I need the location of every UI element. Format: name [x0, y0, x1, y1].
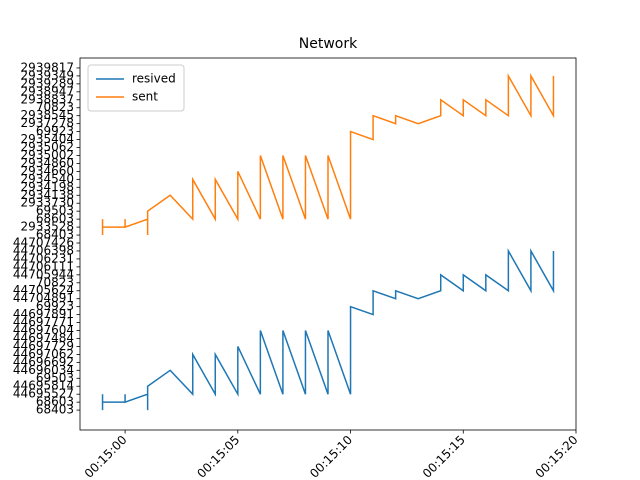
chart-title: Network — [299, 36, 358, 52]
y-tick-label: 2934860 — [21, 156, 74, 170]
y-tick-label: 68603 — [36, 395, 74, 409]
legend-label: sent — [132, 90, 158, 104]
y-tick-label: 68403 — [36, 403, 74, 417]
y-tick-label: 2937278 — [21, 116, 74, 130]
y-tick-label: 44696034 — [13, 363, 74, 377]
legend-label: resived — [132, 72, 176, 86]
y-tick-label: 69923 — [36, 299, 74, 313]
y-tick-label: 2938545 — [21, 108, 74, 122]
y-tick-label: 2939817 — [21, 60, 74, 74]
y-tick-label: 44697604 — [13, 323, 74, 337]
y-tick-label: 44705944 — [13, 267, 74, 281]
plot-frame — [79, 57, 577, 431]
y-tick-label: 2939349 — [21, 68, 74, 82]
y-tick-label: 68603 — [36, 212, 74, 226]
legend: resived sent — [87, 64, 185, 112]
y-tick-label: 44706231 — [13, 251, 74, 265]
y-tick-label: 69503 — [36, 371, 74, 385]
y-tick-label: 44697484 — [13, 331, 74, 345]
y-tick-label: 2933528 — [21, 220, 74, 234]
line-series — [101, 248, 555, 411]
y-tick-label: 70823 — [36, 100, 74, 114]
y-tick-label: 44706398 — [13, 243, 74, 257]
y-tick-label: 2939289 — [21, 76, 74, 90]
y-tick-label: 44697062 — [13, 347, 74, 361]
y-tick-label: 2938947 — [21, 84, 74, 98]
y-tick-label: 2935404 — [21, 132, 74, 146]
legend-box — [87, 64, 185, 112]
y-tick-label: 44697729 — [13, 339, 74, 353]
y-tick-label: 44697771 — [13, 315, 74, 329]
y-tick-label: 44696692 — [13, 355, 74, 369]
y-tick-label: 44697891 — [13, 307, 74, 321]
y-tick-label: 44706111 — [13, 259, 74, 273]
y-tick-label: 70823 — [36, 275, 74, 289]
y-tick-label: 2934198 — [21, 180, 74, 194]
y-tick-label: 44695527 — [13, 387, 74, 401]
y-tick-label: 69503 — [36, 204, 74, 218]
y-tick-label: 44695814 — [13, 379, 74, 393]
y-tick-label: 44707426 — [13, 236, 74, 250]
y-tick-label: 69923 — [36, 124, 74, 138]
y-tick-label: 2938837 — [21, 92, 74, 106]
y-tick-label: 2934138 — [21, 188, 74, 202]
line-series — [101, 73, 555, 236]
y-tick-label: 68403 — [36, 228, 74, 242]
y-tick-label: 2933730 — [21, 196, 74, 210]
y-tick-label: 44704891 — [13, 291, 74, 305]
y-tick-label: 44705624 — [13, 283, 74, 297]
y-tick-label: 2935002 — [21, 148, 74, 162]
y-tick-label: 2934660 — [21, 164, 74, 178]
y-tick-label: 2934540 — [21, 172, 74, 186]
y-tick-label: 2935062 — [21, 140, 74, 154]
